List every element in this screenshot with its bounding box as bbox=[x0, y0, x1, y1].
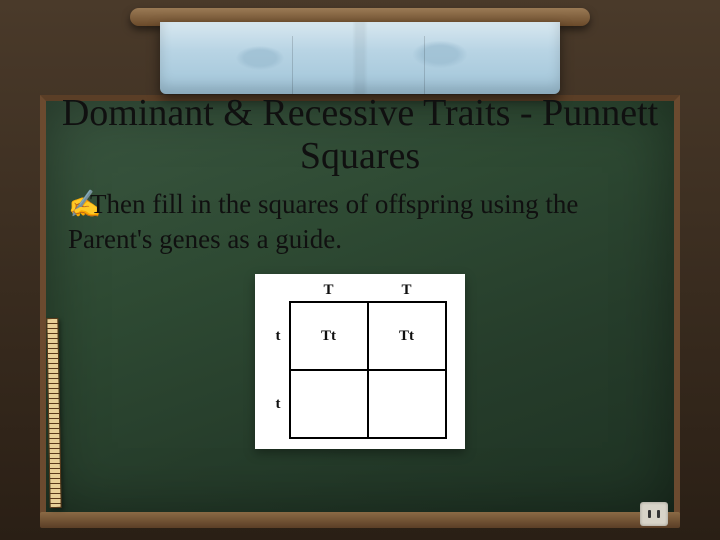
row-header: t bbox=[270, 370, 290, 438]
pulldown-map bbox=[140, 8, 580, 98]
col-header: T bbox=[290, 280, 368, 302]
map-paper bbox=[160, 22, 560, 94]
punnett-cell bbox=[290, 370, 368, 438]
punnett-cell: Tt bbox=[368, 302, 446, 370]
punnett-square-figure: T T t Tt Tt t bbox=[255, 274, 465, 449]
table-corner bbox=[270, 280, 290, 302]
slide-title: Dominant & Recessive Traits - Punnett Sq… bbox=[60, 92, 660, 177]
map-fold bbox=[424, 36, 425, 94]
slide-body: ✍Then fill in the squares of offspring u… bbox=[60, 187, 660, 256]
punnett-cell bbox=[368, 370, 446, 438]
punnett-cell: Tt bbox=[290, 302, 368, 370]
bullet-icon: ✍ bbox=[68, 187, 90, 222]
punnett-table: T T t Tt Tt t bbox=[270, 280, 447, 439]
map-fold bbox=[292, 36, 293, 94]
row-header: t bbox=[270, 302, 290, 370]
wall-outlet bbox=[640, 502, 668, 526]
body-text: Then fill in the squares of offspring us… bbox=[68, 189, 578, 254]
col-header: T bbox=[368, 280, 446, 302]
slide-content: Dominant & Recessive Traits - Punnett Sq… bbox=[60, 92, 660, 449]
